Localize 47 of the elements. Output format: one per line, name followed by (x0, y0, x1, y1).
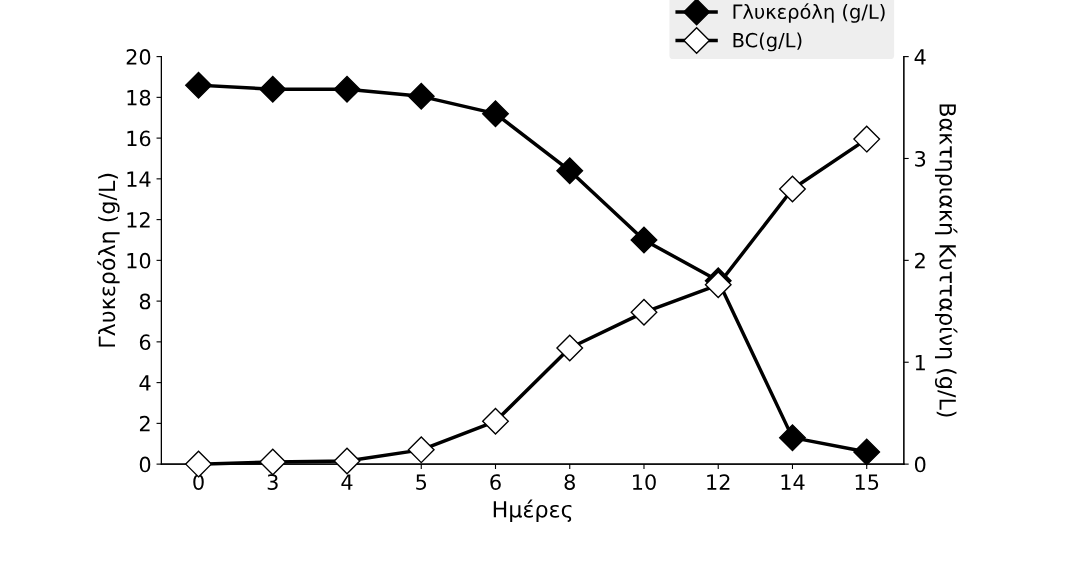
point (630, 298, 658, 326)
x-tick-label: 12 (707, 474, 730, 490)
y2-tick-label: 4 (914, 49, 926, 65)
x-tick-label: 5 (416, 474, 427, 490)
x-tick-label: 14 (781, 474, 805, 490)
point (259, 448, 287, 476)
point (853, 125, 881, 153)
point (630, 226, 658, 254)
y-tick-label: 0 (139, 456, 151, 473)
point (482, 100, 509, 128)
y2-tick-label: 3 (915, 150, 926, 167)
point (853, 438, 881, 466)
y-tick-label: 6 (139, 334, 151, 351)
y2-tick-label: 1 (915, 354, 925, 371)
point (185, 71, 212, 99)
y-tick-label: 20 (126, 49, 151, 65)
x-tick-label: 6 (490, 474, 501, 490)
point (333, 75, 361, 103)
point (407, 436, 435, 464)
y-tick-label: 10 (127, 252, 151, 269)
x-tick-label: 15 (855, 474, 879, 490)
y2-tick-label: 0 (914, 456, 926, 473)
point (779, 424, 806, 452)
x-tick-label: 10 (633, 474, 656, 490)
point (482, 407, 509, 435)
point (779, 175, 806, 203)
x-tick-label: 8 (564, 474, 575, 490)
legend-label: BC(g/L) (733, 32, 802, 52)
y-tick-label: 16 (127, 130, 151, 147)
y-tick-label: 18 (127, 89, 151, 106)
x-tick-label: 3 (267, 474, 278, 490)
y-tick-label: 14 (127, 171, 151, 187)
y2-tick-label: 2 (915, 252, 925, 269)
point (259, 75, 287, 103)
legend-label: Γλυκερόλη (g/L) (733, 3, 885, 23)
y-tick-label: 8 (139, 293, 151, 310)
y-tick-label: 4 (139, 375, 151, 391)
point (333, 447, 361, 475)
y-axis-title: Γλυκερόλη (g/L) (97, 173, 120, 347)
y-tick-label: 2 (139, 415, 150, 432)
point (556, 334, 584, 362)
point (556, 157, 584, 185)
point (407, 82, 435, 110)
y-tick-label: 12 (127, 212, 150, 228)
x-axis-title: Ημέρες (493, 499, 572, 522)
y2-axis-title: Βακτηριακή Κυτταρίνη (g/L) (934, 104, 958, 417)
x-tick-label: 4 (341, 474, 353, 490)
